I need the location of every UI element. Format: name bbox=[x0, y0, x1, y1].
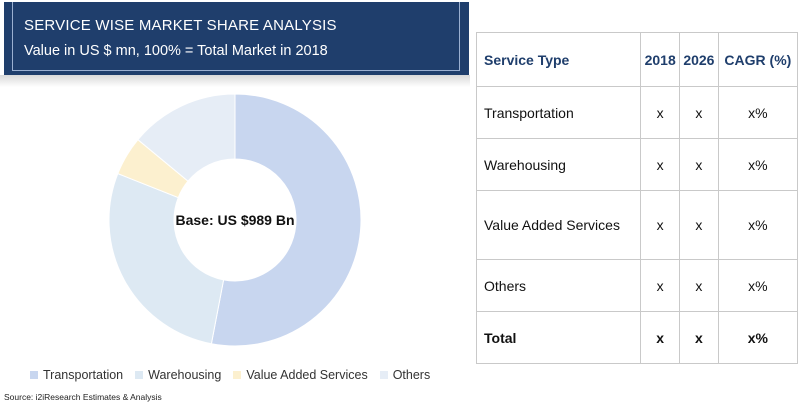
legend-swatch bbox=[30, 371, 38, 379]
cell-2026: x bbox=[679, 311, 719, 364]
legend-item-warehousing: Warehousing bbox=[135, 368, 221, 382]
legend-swatch bbox=[379, 371, 388, 379]
donut-slice-transportation bbox=[210, 93, 362, 347]
cell-2026: x bbox=[679, 259, 719, 312]
cell-service: Value Added Services bbox=[475, 190, 642, 260]
legend-label: Others bbox=[392, 368, 431, 382]
legend-label: Value Added Services bbox=[246, 368, 368, 382]
cell-cagr: x% bbox=[717, 259, 799, 312]
donut-slice-others bbox=[137, 93, 236, 182]
cell-2026: x bbox=[679, 86, 719, 139]
donut-center-label: Base: US $989 Bn bbox=[175, 212, 294, 228]
cell-service: Total bbox=[475, 311, 642, 364]
header-service-type: Service Type bbox=[475, 32, 642, 87]
table-header-row: Service Type 2018 2026 CAGR (%) bbox=[475, 32, 799, 87]
market-table: Service Type 2018 2026 CAGR (%) Transpor… bbox=[475, 32, 799, 364]
legend-item-transportation: Transportation bbox=[30, 368, 123, 382]
title-frame bbox=[12, 2, 460, 71]
table-row: Transportation x x x% bbox=[475, 86, 799, 139]
cell-2018: x bbox=[640, 311, 681, 364]
table-row: Value Added Services x x x% bbox=[475, 190, 799, 260]
legend-swatch bbox=[135, 371, 144, 379]
cell-2018: x bbox=[640, 86, 681, 139]
donut-chart-area: Base: US $989 Bn bbox=[0, 88, 470, 378]
source-note: Source: i2iResearch Estimates & Analysis bbox=[4, 392, 162, 402]
chart-title: SERVICE WISE MARKET SHARE ANALYSIS bbox=[24, 17, 337, 34]
donut-slice-warehousing bbox=[108, 172, 225, 345]
title-banner: SERVICE WISE MARKET SHARE ANALYSIS Value… bbox=[4, 2, 469, 75]
legend-label: Transportation bbox=[43, 368, 124, 382]
chart-legend: Transportation Warehousing Value Added S… bbox=[30, 368, 430, 382]
cell-cagr: x% bbox=[717, 86, 799, 139]
legend-swatch bbox=[233, 371, 242, 379]
cell-2018: x bbox=[640, 259, 681, 312]
cell-cagr: x% bbox=[717, 138, 799, 191]
cell-service: Warehousing bbox=[475, 138, 642, 191]
legend-label: Warehousing bbox=[148, 368, 222, 382]
cell-cagr: x% bbox=[717, 311, 799, 364]
cell-cagr: x% bbox=[717, 190, 799, 260]
cell-2018: x bbox=[640, 138, 681, 191]
cell-service: Transportation bbox=[475, 86, 642, 139]
header-2018: 2018 bbox=[640, 32, 681, 87]
legend-item-others: Others bbox=[379, 368, 431, 382]
chart-subtitle: Value in US $ mn, 100% = Total Market in… bbox=[24, 43, 328, 59]
donut-chart: Base: US $989 Bn bbox=[108, 93, 362, 347]
table-row: Others x x x% bbox=[475, 259, 799, 312]
cell-2018: x bbox=[640, 190, 681, 260]
cell-2026: x bbox=[679, 138, 719, 191]
table-row: Warehousing x x x% bbox=[475, 138, 799, 191]
legend-item-value-added-services: Value Added Services bbox=[233, 368, 368, 382]
cell-2026: x bbox=[679, 190, 719, 260]
header-cagr: CAGR (%) bbox=[717, 32, 799, 87]
header-2026: 2026 bbox=[679, 32, 719, 87]
title-shadow bbox=[0, 75, 470, 87]
table-row-total: Total x x x% bbox=[475, 311, 799, 364]
cell-service: Others bbox=[475, 259, 642, 312]
